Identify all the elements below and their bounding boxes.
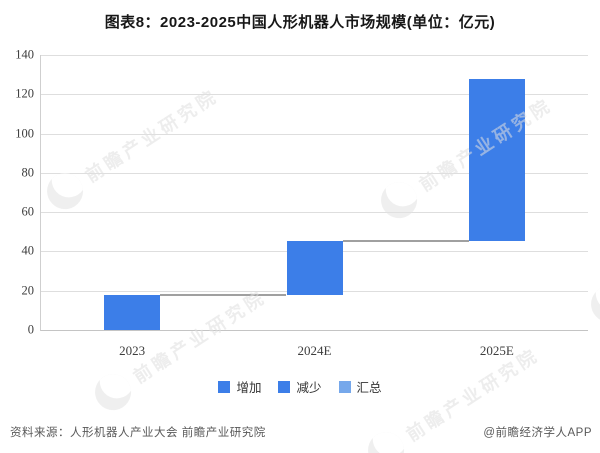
legend-item: 增加 — [218, 377, 261, 396]
x-axis-tick-label: 2023 — [119, 343, 146, 358]
y-axis-tick-label: 0 — [27, 322, 34, 337]
footer: 资料来源：人形机器人产业大会 前瞻产业研究院 @前瞻经济学人APP — [0, 422, 600, 442]
y-axis-tick-label: 100 — [15, 126, 34, 141]
y-axis-tick-label: 120 — [15, 86, 34, 101]
y-axis-tick-label: 140 — [15, 47, 34, 62]
bar-segment — [104, 295, 161, 330]
chart-title: 图表8：2023-2025中国人形机器人市场规模(单位：亿元) — [104, 14, 496, 31]
x-axis-tick-label: 2025E — [479, 343, 514, 358]
bar-segment — [468, 79, 525, 241]
legend-label: 汇总 — [356, 381, 382, 395]
source-note: 资料来源：人形机器人产业大会 前瞻产业研究院 — [10, 427, 266, 439]
watermark-credit: @前瞻经济学人APP — [483, 427, 592, 439]
y-axis-tick-label: 80 — [21, 165, 35, 180]
gridline — [41, 94, 588, 96]
legend-swatch — [338, 380, 351, 393]
legend-label: 增加 — [236, 381, 262, 395]
y-axis-tick-label: 20 — [21, 283, 35, 298]
connector-line — [342, 240, 469, 243]
legend-label: 减少 — [296, 381, 322, 395]
y-axis-tick-label: 60 — [21, 204, 35, 219]
y-axis-tick-label: 40 — [21, 243, 35, 258]
legend-swatch — [278, 380, 291, 393]
legend-item: 汇总 — [338, 377, 382, 396]
legend: 增加 减少 汇总 — [0, 377, 600, 396]
y-axis-labels: 0 20 40 60 80 100 120 140 — [0, 48, 35, 337]
x-axis-tick-label: 2024E — [297, 343, 332, 358]
gridline — [41, 133, 588, 135]
bar-segment — [286, 241, 343, 296]
legend-swatch — [218, 380, 231, 393]
connector-line — [160, 294, 287, 297]
gridline — [41, 212, 588, 214]
gridline — [41, 172, 588, 174]
gridline — [41, 55, 588, 56]
plot-area: 2023 2024E 2025E — [40, 55, 588, 358]
legend-item: 减少 — [278, 377, 322, 396]
